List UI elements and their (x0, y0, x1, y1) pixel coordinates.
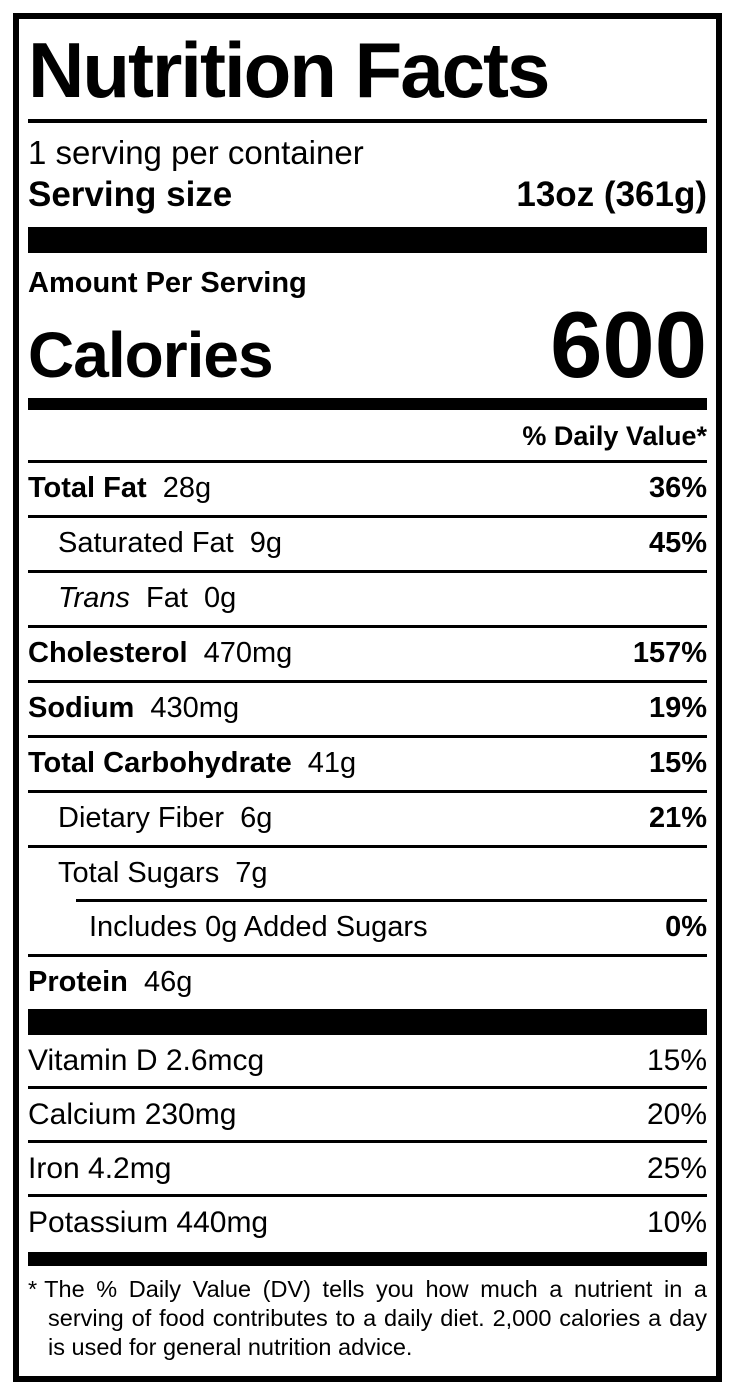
nutrient-amount: 41g (307, 746, 357, 779)
nutrient-amount: 430mg (150, 691, 240, 724)
micronutrient-dv: 15% (646, 1044, 707, 1078)
divider-bar-thick-top (28, 227, 707, 254)
micronutrient-row-potassium: Potassium 440mg 10% (28, 1194, 707, 1248)
footnote-asterisk: * (28, 1276, 38, 1303)
nutrient-name: Cholesterol (28, 637, 188, 669)
servings-per-container: 1 serving per container (28, 134, 364, 171)
nutrient-name: Total Fat (28, 472, 147, 505)
nutrient-name: Saturated Fat (58, 527, 234, 560)
daily-value-footnote: * The % Daily Value (DV) tells you how mu… (28, 1266, 707, 1369)
nutrient-dv: 21% (648, 801, 707, 834)
calories-row: Calories 600 (28, 292, 707, 398)
micronutrient-row-vitamin-d: Vitamin D 2.6mcg 15% (28, 1035, 707, 1086)
calories-label: Calories (28, 319, 274, 392)
daily-value-header: % Daily Value* (522, 420, 707, 451)
nutrient-name: Protein (28, 966, 128, 999)
nutrient-name: Fat (146, 582, 188, 615)
nutrient-row-trans-fat: Trans Fat 0g (28, 570, 707, 625)
nutrient-row-total-fat: Total Fat 28g 36% (28, 460, 707, 515)
micronutrient-name: Potassium 440mg (28, 1206, 269, 1240)
nutrient-dv: 45% (648, 527, 707, 560)
nutrition-facts-label: Nutrition Facts 1 serving per container … (13, 13, 722, 1382)
serving-size-label: Serving size (28, 175, 233, 215)
nutrient-amount: 28g (162, 472, 212, 505)
nutrient-amount: 46g (143, 966, 193, 999)
calories-value: 600 (550, 292, 707, 398)
nutrient-dv: 157% (632, 637, 707, 669)
title-divider (28, 119, 707, 123)
divider-bar-medium-calories (28, 397, 707, 410)
nutrient-name: Includes 0g Added Sugars (89, 911, 428, 944)
nutrient-name: Dietary Fiber (58, 801, 224, 834)
nutrient-amount: 470mg (203, 637, 293, 669)
micronutrient-dv: 25% (646, 1152, 707, 1186)
nutrient-row-dietary-fiber: Dietary Fiber 6g 21% (28, 789, 707, 845)
amount-per-serving-label: Amount Per Serving (28, 267, 307, 300)
nutrient-amount: 0g (204, 582, 237, 615)
divider-bar-medium-footnote (28, 1252, 707, 1267)
nutrient-amount: 7g (235, 856, 268, 889)
micronutrient-row-calcium: Calcium 230mg 20% (28, 1086, 707, 1140)
micronutrient-name: Vitamin D 2.6mcg (28, 1044, 265, 1078)
micronutrient-name: Calcium 230mg (28, 1098, 237, 1132)
micronutrient-name: Iron 4.2mg (28, 1152, 172, 1186)
nutrient-name: Total Sugars (58, 856, 220, 889)
nutrient-row-added-sugars: Includes 0g Added Sugars 0% (76, 899, 707, 954)
nutrient-name-italic: Trans (58, 582, 130, 615)
nutrient-dv: 15% (648, 746, 707, 779)
nutrient-row-total-carbohydrate: Total Carbohydrate 41g 15% (28, 734, 707, 790)
nutrient-row-sodium: Sodium 430mg 19% (28, 679, 707, 735)
footnote-text: The % Daily Value (DV) tells you how muc… (44, 1276, 707, 1360)
micronutrient-dv: 20% (646, 1098, 707, 1132)
micronutrient-row-iron: Iron 4.2mg 25% (28, 1140, 707, 1194)
nutrient-dv: 19% (648, 691, 707, 724)
nutrient-amount: 6g (240, 801, 273, 834)
nutrient-name: Total Carbohydrate (28, 746, 292, 779)
divider-bar-thick-micronutrients (28, 1009, 707, 1036)
serving-size-row: Serving size 13oz (361g) (28, 173, 707, 227)
micronutrient-dv: 10% (646, 1206, 707, 1240)
nutrient-row-cholesterol: Cholesterol 470mg 157% (28, 625, 707, 680)
nutrient-dv: 36% (648, 472, 707, 505)
nutrient-name: Sodium (28, 691, 135, 724)
nutrient-dv: 0% (665, 911, 707, 944)
nutrient-row-protein: Protein 46g (28, 954, 707, 1009)
label-title: Nutrition Facts (28, 26, 550, 114)
nutrient-amount: 9g (249, 527, 283, 560)
serving-size-value: 13oz (361g) (516, 175, 707, 215)
nutrient-row-saturated-fat: Saturated Fat 9g 45% (28, 515, 707, 570)
nutrient-row-total-sugars: Total Sugars 7g (28, 844, 707, 900)
